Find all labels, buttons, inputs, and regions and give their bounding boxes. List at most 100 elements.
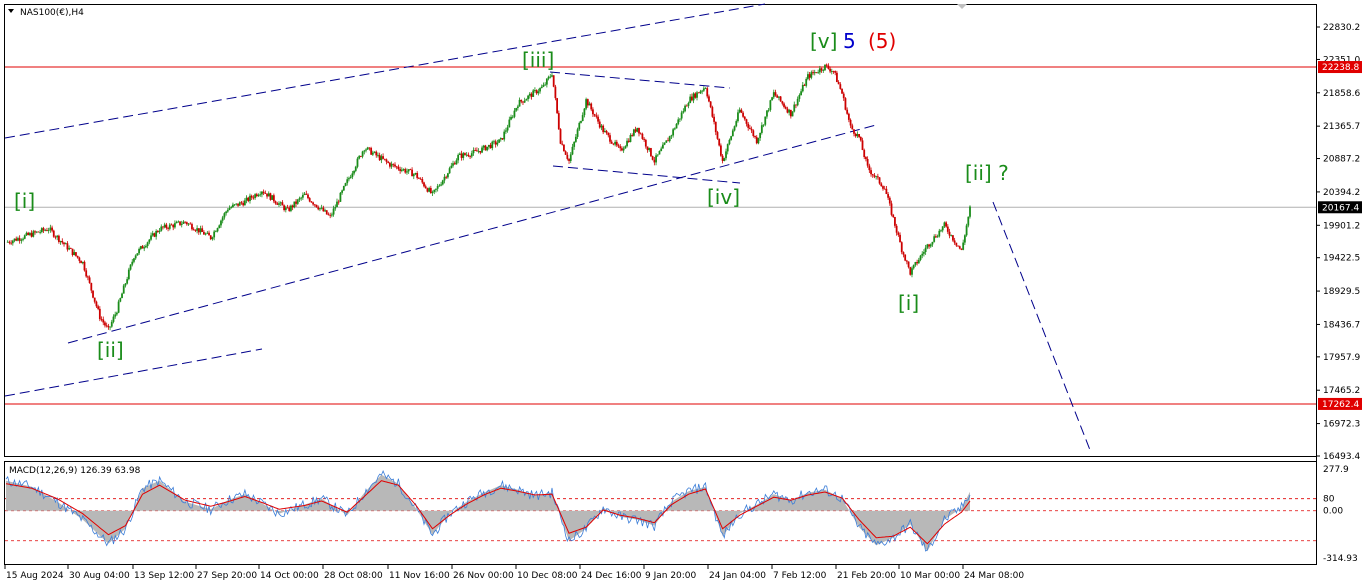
candle-body bbox=[484, 145, 487, 151]
price-tick-label: 20394.2 bbox=[1323, 188, 1360, 198]
candle-body bbox=[837, 82, 840, 85]
time-tick-label: 26 Nov 00:00 bbox=[453, 571, 514, 581]
candle-body bbox=[916, 262, 919, 264]
time-tick-label: 27 Sep 20:00 bbox=[197, 571, 257, 581]
candle-body bbox=[325, 210, 328, 215]
candle-body bbox=[52, 230, 55, 237]
candle-body bbox=[262, 191, 265, 194]
candle-body bbox=[740, 109, 743, 113]
candle-body bbox=[839, 84, 842, 89]
candle-body bbox=[772, 92, 775, 98]
candle-body bbox=[590, 103, 593, 110]
candle-body bbox=[793, 104, 796, 112]
candle-body bbox=[339, 192, 342, 202]
candle-body bbox=[10, 242, 13, 244]
candle-body bbox=[342, 185, 345, 191]
candle-body bbox=[593, 114, 596, 116]
candle-body bbox=[358, 156, 361, 159]
candle-body bbox=[709, 101, 712, 108]
candle-body bbox=[334, 207, 337, 209]
candle-body bbox=[163, 224, 166, 228]
candle-body bbox=[498, 139, 500, 143]
candle-body bbox=[295, 201, 297, 204]
wave-label: [iii] bbox=[522, 48, 554, 72]
candle-body bbox=[371, 152, 374, 155]
candle-body bbox=[382, 156, 384, 159]
candle-body bbox=[878, 177, 881, 184]
candle-body bbox=[453, 163, 456, 165]
macd-tick-label: -314.93 bbox=[1323, 554, 1358, 564]
candle-body bbox=[129, 264, 132, 270]
candle-body bbox=[336, 201, 338, 208]
candle-body bbox=[776, 95, 779, 98]
candle-body bbox=[738, 109, 741, 113]
candle-body bbox=[261, 191, 263, 195]
candle-body bbox=[320, 207, 323, 209]
level-badge-label-current: 20167.4 bbox=[1322, 203, 1359, 213]
candle-body bbox=[958, 246, 961, 249]
candle-body bbox=[23, 235, 26, 239]
candle-body bbox=[719, 145, 722, 156]
candle-body bbox=[238, 202, 241, 206]
candle-body bbox=[923, 252, 925, 254]
price-axis: 22830.2 22351.0 21858.6 21365.7 20887.2 20394… bbox=[1316, 23, 1360, 462]
candle-body bbox=[824, 64, 826, 71]
macd-tick-label: 277.9 bbox=[1323, 465, 1349, 475]
candle-body bbox=[356, 158, 359, 167]
candle-body bbox=[474, 150, 477, 151]
candle-body bbox=[834, 71, 837, 73]
candle-body bbox=[80, 260, 82, 264]
candle-body bbox=[928, 244, 930, 247]
candle-body bbox=[47, 230, 50, 231]
candle-body bbox=[6, 241, 9, 243]
candle-body bbox=[395, 166, 398, 168]
candle-body bbox=[290, 205, 292, 211]
candle-body bbox=[941, 226, 944, 231]
candle-body bbox=[856, 134, 859, 137]
candle-body bbox=[167, 227, 169, 229]
candle-body bbox=[397, 166, 400, 170]
candle-body bbox=[440, 184, 442, 186]
candle-body bbox=[104, 322, 106, 326]
candle-body bbox=[78, 257, 81, 261]
candle-body bbox=[211, 237, 214, 240]
candle-body bbox=[257, 194, 260, 197]
price-tick-label: 18929.5 bbox=[1323, 287, 1360, 297]
macd-label: MACD(12,26,9) 126.39 63.98 bbox=[9, 466, 141, 476]
candle-body bbox=[42, 228, 45, 231]
macd-line bbox=[5, 469, 971, 552]
candle-body bbox=[798, 95, 801, 99]
level-lines bbox=[5, 66, 1316, 405]
candle-body bbox=[61, 240, 64, 243]
candle-body bbox=[121, 293, 123, 299]
candle-body bbox=[861, 140, 864, 150]
candle-body bbox=[479, 150, 482, 153]
candle-body bbox=[696, 92, 698, 98]
candle-body bbox=[800, 91, 802, 96]
candle-body bbox=[455, 160, 458, 165]
candle-body bbox=[247, 197, 250, 202]
chart-menu-icon[interactable] bbox=[8, 9, 14, 13]
candle-body bbox=[255, 194, 258, 197]
candle-body bbox=[406, 171, 408, 173]
candle-body bbox=[426, 188, 429, 192]
candle-body bbox=[612, 143, 615, 145]
candle-body bbox=[598, 121, 601, 128]
candle-body bbox=[308, 198, 311, 202]
candle-body bbox=[825, 64, 828, 66]
candle-body bbox=[557, 113, 560, 130]
scroll-marker-icon[interactable] bbox=[957, 4, 967, 9]
candle-body bbox=[192, 229, 195, 231]
candle-body bbox=[196, 228, 198, 231]
candle-body bbox=[680, 112, 683, 119]
candle-body bbox=[749, 127, 751, 129]
candle-body bbox=[665, 140, 668, 143]
candle-body bbox=[926, 244, 929, 248]
candle-body bbox=[344, 183, 347, 186]
candle-body bbox=[431, 191, 434, 194]
candle-body bbox=[156, 231, 159, 232]
candle-body bbox=[34, 231, 36, 233]
candle-body bbox=[754, 136, 756, 138]
candle-body bbox=[332, 208, 335, 215]
